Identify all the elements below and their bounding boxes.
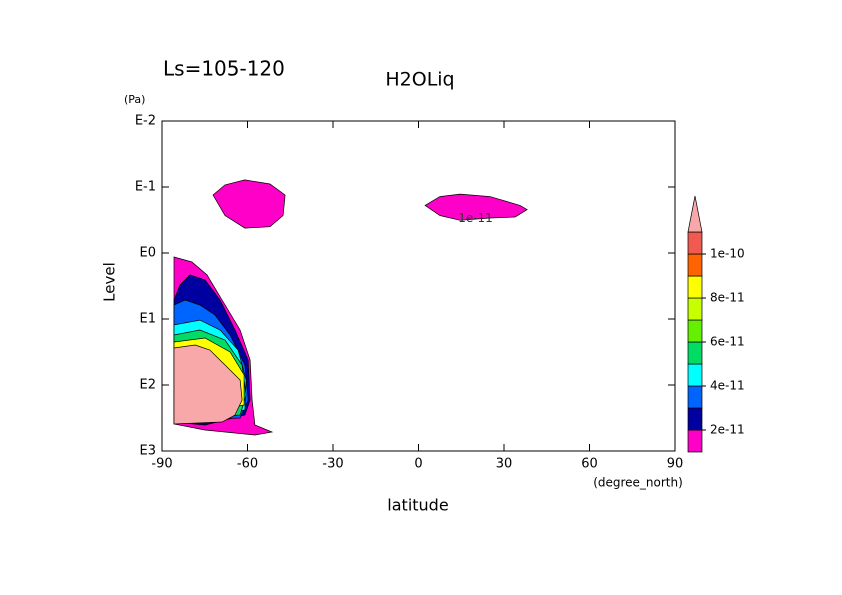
x-tick-label: -90: [151, 457, 172, 472]
chart-title: H2OLiq: [385, 69, 454, 91]
y-unit: (Pa): [124, 93, 145, 106]
colorbar-tick-label: 4e-11: [710, 379, 745, 393]
colorbar-tick-label: 6e-11: [710, 335, 745, 349]
colorbar-tick-label: 8e-11: [710, 291, 745, 305]
colorbar-box: [687, 341, 703, 365]
colorbar-box: [687, 275, 703, 299]
colorbar-tick-label: 1e-10: [710, 247, 745, 261]
colorbar-box: [687, 363, 703, 387]
contour-region: [212, 179, 286, 229]
colorbar-extend: [687, 195, 703, 233]
y-tick-label: E3: [140, 444, 157, 459]
y-tick-label: E-2: [135, 114, 156, 129]
x-tick-label: 60: [581, 457, 598, 472]
y-axis-label: Level: [101, 262, 119, 302]
x-tick-label: 0: [414, 457, 422, 472]
colorbar-box: [687, 429, 703, 453]
colorbar-box: [687, 319, 703, 343]
x-tick-label: -60: [237, 457, 258, 472]
x-tick-label: 30: [496, 457, 513, 472]
colorbar-box: [687, 407, 703, 431]
colorbar-box: [687, 231, 703, 255]
contour-region: [173, 344, 243, 425]
x-axis-label: latitude: [387, 496, 448, 515]
y-tick-label: E0: [140, 246, 157, 261]
y-tick-label: E-1: [135, 180, 156, 195]
colorbar-box: [687, 253, 703, 277]
chart-subtitle: Ls=105-120: [163, 57, 285, 81]
contour-label: 1e-11: [458, 211, 493, 225]
x-tick-label: -30: [322, 457, 343, 472]
y-tick-label: E2: [140, 378, 157, 393]
colorbar-tick-label: 2e-11: [710, 423, 745, 437]
colorbar-box: [687, 385, 703, 409]
y-tick-label: E1: [140, 312, 157, 327]
x-unit: (degree_north): [593, 476, 683, 490]
x-tick-label: 90: [667, 457, 684, 472]
contour-region: [424, 193, 528, 221]
colorbar-box: [687, 297, 703, 321]
